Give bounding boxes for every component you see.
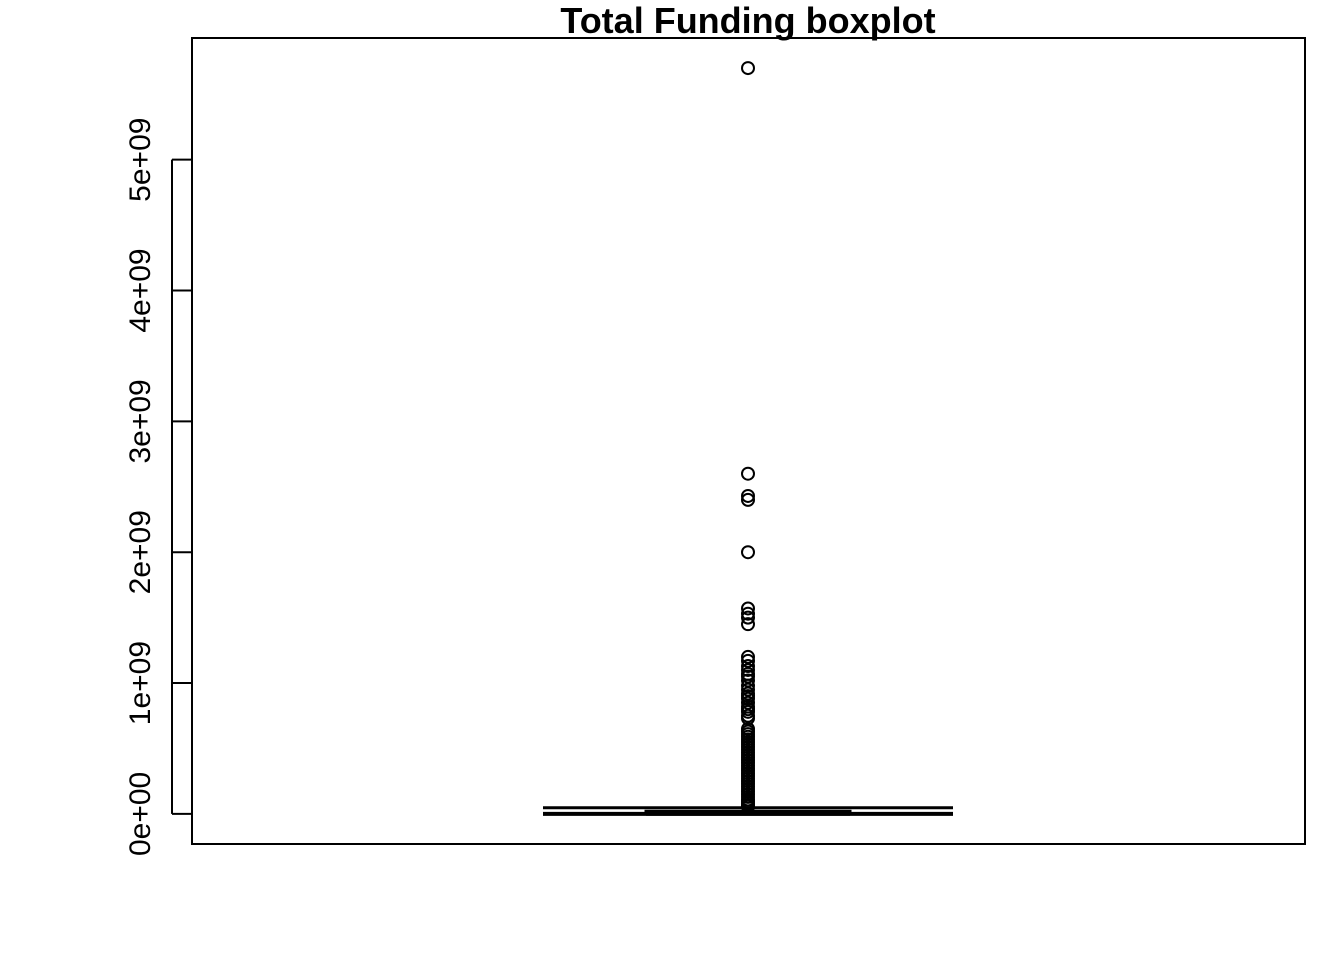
plot-frame: [191, 37, 1306, 845]
outlier-point: [741, 492, 755, 507]
outlier-point: [741, 488, 755, 503]
outlier-point: [741, 466, 755, 481]
outlier-point: [741, 669, 755, 684]
outlier-point: [741, 678, 755, 693]
outlier-point: [741, 799, 755, 814]
outlier-point: [741, 61, 755, 76]
outlier-point: [741, 606, 755, 621]
outlier-point: [741, 653, 755, 668]
y-axis: 0e+00 1e+09 2e+09 3e+09 4e+09 5e+09: [124, 118, 192, 856]
y-tick-label: 5e+09: [124, 118, 157, 202]
chart-title: Total Funding boxplot: [560, 0, 935, 41]
outlier-point: [741, 673, 755, 688]
outlier-point: [741, 649, 755, 664]
outlier-point: [741, 704, 755, 719]
outlier-point: [741, 610, 755, 625]
outlier-point: [741, 695, 755, 710]
y-tick-label: 3e+09: [124, 379, 157, 463]
y-tick-label: 0e+00: [124, 772, 157, 856]
y-tick-label: 2e+09: [124, 510, 157, 594]
outlier-point: [741, 617, 755, 632]
y-tick-label: 4e+09: [124, 248, 157, 332]
outlier-point: [741, 545, 755, 560]
outlier-point: [741, 691, 755, 706]
outlier-point: [741, 662, 755, 677]
outlier-group: [741, 61, 755, 814]
y-tick-label: 1e+09: [124, 641, 157, 725]
outlier-point: [741, 682, 755, 697]
outlier-point: [741, 601, 755, 616]
outlier-point: [741, 711, 755, 726]
outlier-point: [741, 659, 755, 674]
